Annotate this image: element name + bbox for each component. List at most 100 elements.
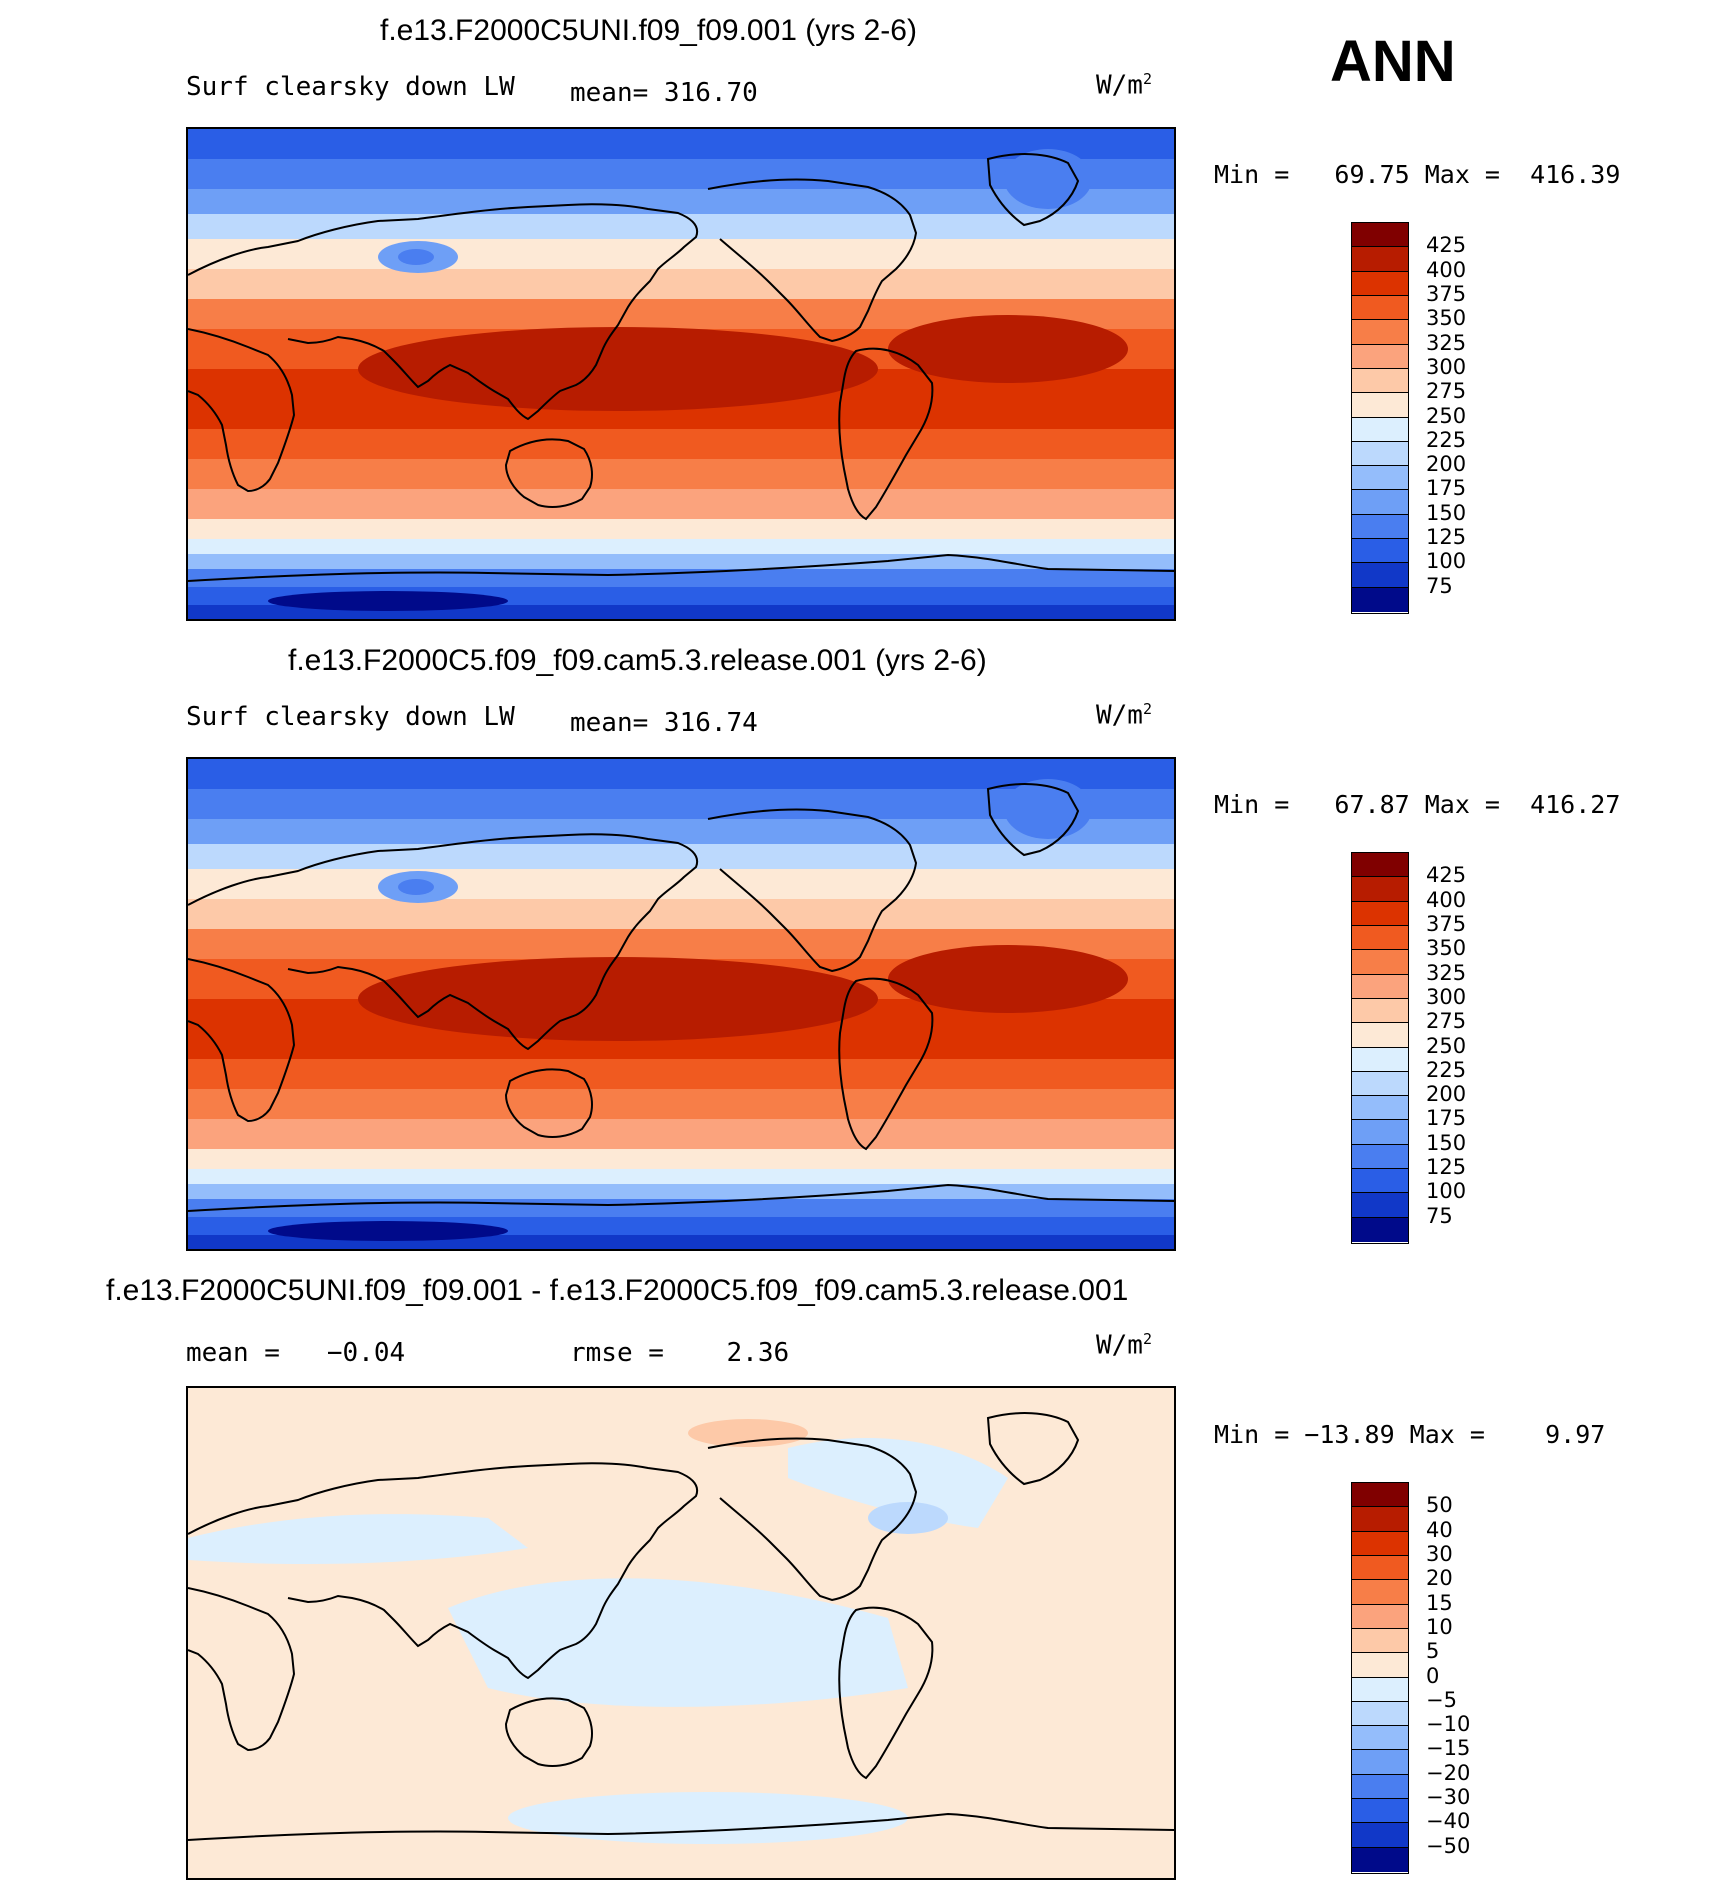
panel-2-variable: Surf clearsky down LW bbox=[186, 702, 515, 732]
coastline bbox=[188, 203, 698, 421]
colorbar-segment bbox=[1352, 1531, 1408, 1556]
panel-1-title: f.e13.F2000C5UNI.f09_f09.001 (yrs 2-6) bbox=[380, 14, 917, 47]
panel-3-units: W/m2 bbox=[1096, 1330, 1152, 1361]
colorbar-tick-label: 0 bbox=[1426, 1663, 1440, 1688]
colorbar-segment bbox=[1352, 295, 1408, 321]
colorbar-tick-label: 150 bbox=[1426, 500, 1467, 525]
coastline bbox=[986, 783, 1080, 857]
field-band bbox=[188, 1119, 1174, 1149]
field-region bbox=[448, 1578, 908, 1707]
coastline bbox=[504, 438, 593, 508]
field-region bbox=[188, 1514, 528, 1564]
warm-pool bbox=[888, 315, 1128, 383]
colorbar-segment bbox=[1352, 1750, 1408, 1775]
plateau-anomaly bbox=[398, 249, 434, 265]
colorbar-tick-label: 125 bbox=[1426, 525, 1467, 550]
ice-sheet bbox=[1004, 149, 1092, 209]
coastline bbox=[188, 958, 296, 1123]
coastline bbox=[707, 1437, 918, 1602]
colorbar-tick-label: 225 bbox=[1426, 1057, 1467, 1082]
colorbar-segment bbox=[1352, 1507, 1408, 1532]
colorbar-segment bbox=[1352, 1144, 1408, 1170]
colorbar-tick-label: 275 bbox=[1426, 1009, 1467, 1034]
colorbar-tick-label: 75 bbox=[1426, 1203, 1453, 1228]
colorbar-segment bbox=[1352, 1628, 1408, 1654]
panel-3-map bbox=[186, 1386, 1176, 1880]
colorbar-tick-label: 5 bbox=[1426, 1639, 1440, 1664]
colorbar-segment bbox=[1352, 1217, 1408, 1242]
colorbar-segment bbox=[1352, 271, 1408, 296]
colorbar-tick-label: 225 bbox=[1426, 427, 1467, 452]
colorbar-tick-label: 400 bbox=[1426, 257, 1467, 282]
colorbar-tick-label: −30 bbox=[1426, 1785, 1471, 1810]
colorbar-segment bbox=[1352, 563, 1408, 588]
coastline bbox=[838, 347, 934, 521]
colorbar-segment bbox=[1352, 514, 1408, 540]
panel-2-mean: mean= 316.74 bbox=[570, 708, 758, 738]
panel-2-title: f.e13.F2000C5.f09_f09.cam5.3.release.001… bbox=[288, 644, 987, 677]
colorbar-segment bbox=[1352, 1799, 1408, 1824]
colorbar-segment bbox=[1352, 1847, 1408, 1872]
colorbar-segment bbox=[1352, 853, 1408, 878]
colorbar-segment bbox=[1352, 417, 1408, 442]
colorbar-tick-label: 425 bbox=[1426, 233, 1467, 258]
colorbar-segment bbox=[1352, 1023, 1408, 1048]
colorbar-tick-label: 10 bbox=[1426, 1614, 1453, 1639]
colorbar-segment bbox=[1352, 1071, 1408, 1097]
coastline bbox=[707, 178, 918, 343]
colorbar-tick-label: 275 bbox=[1426, 379, 1467, 404]
colorbar-tick-label: 250 bbox=[1426, 1033, 1467, 1058]
colorbar-tick-label: 175 bbox=[1426, 476, 1467, 501]
colorbar-tick-label: 200 bbox=[1426, 1082, 1467, 1107]
coastline bbox=[188, 553, 1174, 582]
ice-sheet bbox=[268, 591, 508, 611]
field-band bbox=[188, 1199, 1174, 1217]
field-region bbox=[868, 1502, 948, 1534]
field-band bbox=[188, 899, 1174, 929]
panel-1-map bbox=[186, 127, 1176, 621]
colorbar-segment bbox=[1352, 320, 1408, 345]
colorbar-segment bbox=[1352, 1169, 1408, 1194]
panel-3-colorbar bbox=[1351, 1482, 1409, 1874]
colorbar-tick-label: 150 bbox=[1426, 1130, 1467, 1155]
colorbar-segment bbox=[1352, 539, 1408, 564]
colorbar-segment bbox=[1352, 1555, 1408, 1581]
colorbar-segment bbox=[1352, 1726, 1408, 1751]
coastline bbox=[188, 833, 698, 1051]
panel-3-mean: mean = −0.04 bbox=[186, 1338, 406, 1368]
colorbar-segment bbox=[1352, 950, 1408, 975]
colorbar-tick-label: 75 bbox=[1426, 573, 1453, 598]
colorbar-segment bbox=[1352, 1193, 1408, 1218]
colorbar-tick-label: 250 bbox=[1426, 403, 1467, 428]
colorbar-segment bbox=[1352, 1483, 1408, 1508]
coastline bbox=[188, 1587, 296, 1752]
field-band bbox=[188, 1059, 1174, 1089]
colorbar-tick-label: −20 bbox=[1426, 1760, 1471, 1785]
colorbar-tick-label: 50 bbox=[1426, 1493, 1453, 1518]
field-band bbox=[188, 869, 1174, 899]
panel-1-units: W/m2 bbox=[1096, 70, 1152, 101]
panel-2-colorbar bbox=[1351, 852, 1409, 1244]
colorbar-segment bbox=[1352, 490, 1408, 515]
season-label: ANN bbox=[1330, 29, 1456, 94]
warm-pool bbox=[358, 957, 878, 1041]
warm-pool bbox=[358, 327, 878, 411]
colorbar-segment bbox=[1352, 1823, 1408, 1848]
colorbar-segment bbox=[1352, 1701, 1408, 1727]
coastline bbox=[188, 1462, 698, 1680]
coastline bbox=[504, 1697, 593, 1767]
colorbar-tick-label: −40 bbox=[1426, 1809, 1471, 1834]
panel-1-colorbar bbox=[1351, 222, 1409, 614]
colorbar-tick-label: 40 bbox=[1426, 1517, 1453, 1542]
field-band bbox=[188, 429, 1174, 459]
ice-sheet bbox=[268, 1221, 508, 1241]
panel-1-minmax: Min = 69.75 Max = 416.39 bbox=[1214, 160, 1621, 189]
colorbar-tick-label: 325 bbox=[1426, 960, 1467, 985]
colorbar-segment bbox=[1352, 901, 1408, 926]
colorbar-tick-label: −15 bbox=[1426, 1736, 1471, 1761]
colorbar-segment bbox=[1352, 247, 1408, 272]
colorbar-tick-label: −10 bbox=[1426, 1712, 1471, 1737]
colorbar-segment bbox=[1352, 1653, 1408, 1678]
coastline bbox=[986, 153, 1080, 227]
colorbar-tick-label: −50 bbox=[1426, 1833, 1471, 1858]
